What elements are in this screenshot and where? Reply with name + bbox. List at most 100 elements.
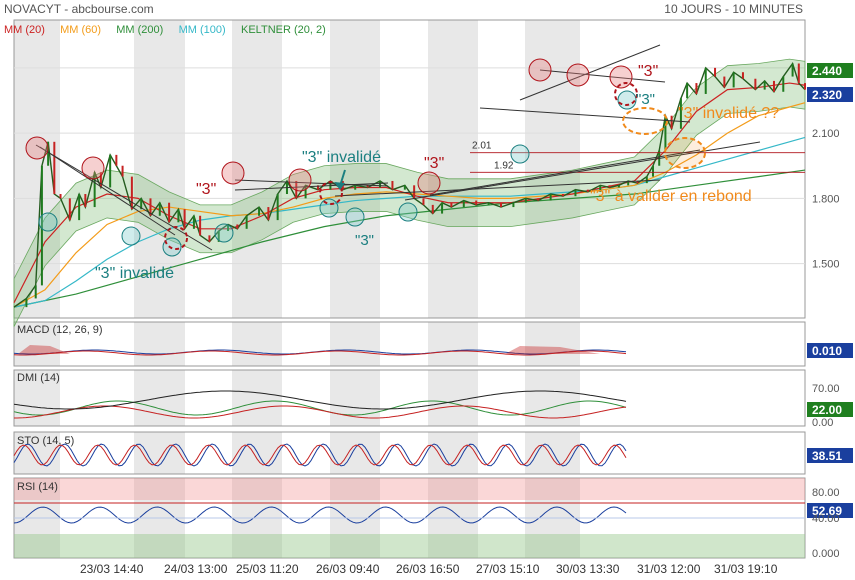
legend-entry: MM (20): [4, 24, 45, 36]
trend-line: [404, 141, 761, 201]
price-candle: [741, 72, 744, 79]
price-candle: [158, 202, 161, 216]
legend-entry: MM (100): [179, 24, 226, 36]
day-band: [330, 322, 380, 366]
x-tick-label: 31/03 19:10: [714, 562, 778, 576]
price-candle: [199, 215, 202, 236]
x-tick-label: 27/03 15:10: [476, 562, 540, 576]
price-candle: [84, 194, 87, 208]
last-price-badge-bg: [807, 63, 853, 78]
legend-entry: MM (200): [116, 24, 163, 36]
panel-value-badge: 38.51: [812, 449, 842, 463]
annotation-red-3: "3": [424, 155, 444, 172]
bottom-circle: [162, 237, 182, 257]
bottom-circle: [398, 202, 418, 222]
day-band: [134, 432, 185, 474]
price-candle: [636, 180, 639, 184]
annotation-teal-invalidated: "3" invalidé: [302, 149, 381, 166]
y-tick-label: 70.00: [812, 383, 840, 395]
price-candle: [599, 185, 602, 192]
day-band: [134, 20, 185, 318]
panel-label: MACD (12, 26, 9): [17, 324, 103, 336]
invalidated-circle: [164, 226, 188, 250]
day-band: [232, 370, 282, 426]
ma-value-badge: 2.320: [812, 88, 842, 102]
price-candle: [53, 141, 56, 195]
panel-frame: [13, 321, 806, 367]
price-candle: [304, 185, 307, 199]
macd-signal: [13, 350, 627, 356]
bottom-circle: [617, 90, 637, 110]
bottom-circle: [345, 207, 365, 227]
price-candle: [450, 202, 453, 208]
trend-line: [334, 179, 661, 197]
bottom-circle: [510, 144, 530, 164]
price-candle: [93, 172, 96, 208]
ma20-line: [13, 82, 806, 304]
panel-value-badge-bg: [807, 448, 853, 463]
price-candle: [130, 176, 133, 210]
annotation-orange-invalidated: "3" invalidé ??: [678, 105, 779, 122]
macd-hist: [505, 346, 600, 354]
price-candle: [354, 185, 357, 190]
panel-label: STO (14, 5): [17, 435, 74, 447]
price-candle: [670, 115, 673, 129]
price-candle: [695, 83, 698, 94]
day-band: [525, 432, 580, 474]
day-band: [232, 432, 282, 474]
x-tick-label: 24/03 13:00: [164, 562, 228, 576]
ma-value-badge-bg: [807, 87, 853, 102]
trend-line: [539, 69, 666, 83]
invalidated-circle: [614, 82, 638, 106]
price-candle: [78, 194, 81, 221]
price-candle: [431, 204, 434, 214]
dmi-adx: [13, 390, 627, 410]
price-candle: [679, 98, 682, 129]
price-candle: [379, 180, 382, 188]
price-candle: [140, 198, 143, 210]
annotation-arrowhead: [334, 182, 345, 190]
price-line: [13, 61, 806, 308]
dmi-minus: [14, 405, 627, 419]
top-circle: [566, 63, 590, 87]
price-candle: [791, 63, 794, 77]
panel-label: RSI (14): [17, 481, 58, 493]
price-candle: [47, 141, 50, 166]
y-tick-label: 0.000: [812, 548, 840, 560]
y-tick-label: 0.00: [812, 417, 833, 429]
trend-line: [429, 149, 701, 196]
day-band: [525, 322, 580, 366]
top-circle: [288, 168, 312, 192]
bottom-circle: [121, 226, 141, 246]
price-candle: [804, 83, 806, 90]
price-candle: [441, 202, 444, 214]
price-candle: [645, 176, 648, 184]
price-candle: [754, 78, 757, 90]
price-candle: [574, 189, 577, 197]
annotation-teal-3: "3": [355, 232, 374, 249]
invalidated-circle: [319, 181, 343, 205]
price-candle: [500, 202, 503, 208]
price-candle: [652, 165, 655, 177]
trend-line: [519, 44, 661, 101]
price-candle: [608, 185, 611, 188]
price-candle: [227, 224, 230, 231]
day-band: [232, 20, 282, 318]
trend-line: [234, 179, 389, 187]
panel-value-badge-bg: [807, 343, 853, 358]
day-band: [330, 20, 380, 318]
top-circle: [417, 171, 441, 195]
orange-ellipse: [664, 137, 706, 169]
x-tick-label: 30/03 13:30: [556, 562, 620, 576]
orange-ellipse: [622, 107, 668, 135]
y-tick-label: 2.100: [812, 128, 840, 140]
day-band: [232, 322, 282, 366]
chart-title: NOVACYT - abcbourse.com: [4, 2, 154, 16]
day-band: [428, 432, 478, 474]
price-candle: [617, 185, 620, 188]
price-candle: [797, 63, 800, 84]
day-band: [525, 20, 580, 318]
price-candle: [403, 185, 406, 190]
price-candle: [475, 200, 478, 205]
